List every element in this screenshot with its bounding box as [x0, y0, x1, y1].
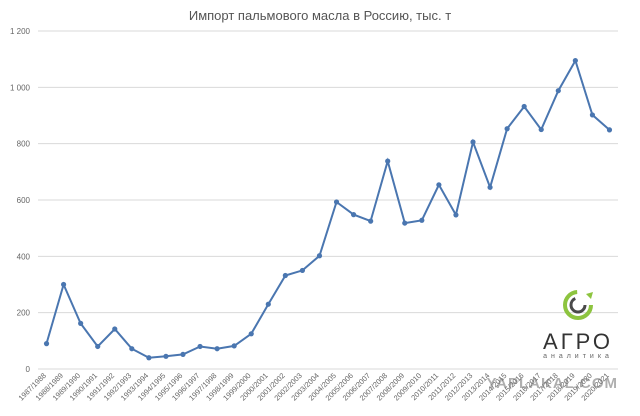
data-point: [555, 88, 561, 94]
data-point: [419, 217, 425, 223]
data-point: [299, 267, 306, 274]
logo-swirl-icon: [563, 290, 593, 320]
data-point: [43, 341, 50, 347]
data-point: [487, 184, 493, 190]
data-point: [350, 212, 357, 218]
data-point: [333, 199, 340, 205]
watermark: YAPLAKAL.COM: [486, 375, 618, 392]
data-point: [606, 127, 613, 133]
data-point: [572, 57, 578, 64]
data-point: [78, 320, 84, 326]
data-point: [504, 126, 510, 132]
data-point: [589, 112, 596, 118]
data-point: [60, 281, 67, 288]
data-point: [521, 103, 527, 110]
data-point: [453, 212, 459, 218]
data-point: [112, 326, 118, 332]
data-point: [95, 343, 101, 350]
chart-title: Импорт пальмового масла в Россию, тыс. т: [188, 8, 452, 23]
series-line: [45, 58, 611, 359]
grid-lines: [38, 30, 618, 370]
logo-text: АГРО: [543, 329, 613, 354]
y-tick-label: 800: [17, 140, 31, 149]
data-point: [129, 346, 135, 352]
data-point: [402, 220, 408, 226]
y-axis-ticks: 0 200 400 600 800 1 000 1 200: [10, 27, 31, 374]
data-point: [436, 182, 442, 188]
data-point: [538, 126, 544, 133]
data-point: [385, 158, 391, 164]
data-point: [282, 272, 288, 279]
data-point: [470, 139, 476, 145]
y-tick-label: 400: [17, 252, 31, 261]
data-point: [231, 343, 237, 349]
data-point: [248, 331, 254, 337]
data-point: [368, 218, 374, 224]
data-point: [163, 353, 169, 359]
y-tick-label: 200: [17, 309, 31, 318]
data-point: [146, 355, 152, 361]
logo-subtext: аналитика: [543, 353, 613, 360]
data-point: [197, 343, 203, 350]
y-tick-label: 600: [17, 196, 31, 205]
y-tick-label: 1 200: [10, 27, 31, 36]
data-point: [265, 301, 271, 307]
data-point: [316, 253, 323, 259]
y-tick-label: 0: [26, 365, 31, 374]
data-points: [43, 57, 613, 361]
agro-analytics-logo: АГРО аналитика: [536, 288, 620, 360]
data-point: [180, 351, 186, 357]
y-tick-label: 1 000: [10, 83, 31, 92]
data-point: [214, 346, 220, 352]
